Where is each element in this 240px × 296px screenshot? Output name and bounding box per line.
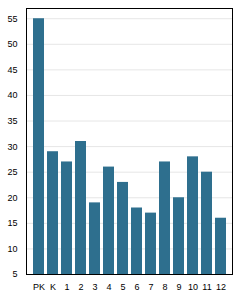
svg-text:7: 7 — [148, 282, 153, 292]
svg-text:PK: PK — [33, 282, 45, 292]
svg-text:35: 35 — [7, 116, 17, 126]
svg-text:50: 50 — [7, 39, 17, 49]
svg-text:15: 15 — [7, 218, 17, 228]
svg-text:30: 30 — [7, 141, 17, 151]
svg-text:8: 8 — [162, 282, 167, 292]
svg-text:45: 45 — [7, 65, 17, 75]
svg-text:K: K — [50, 282, 56, 292]
svg-text:3: 3 — [92, 282, 97, 292]
svg-text:5: 5 — [120, 282, 125, 292]
svg-text:12: 12 — [216, 282, 226, 292]
svg-text:10: 10 — [188, 282, 198, 292]
svg-text:5: 5 — [12, 269, 17, 279]
svg-text:11: 11 — [202, 282, 211, 292]
svg-text:20: 20 — [7, 193, 17, 203]
svg-text:9: 9 — [176, 282, 181, 292]
svg-text:2: 2 — [78, 282, 83, 292]
svg-text:4: 4 — [106, 282, 111, 292]
svg-text:6: 6 — [134, 282, 139, 292]
svg-text:25: 25 — [7, 167, 17, 177]
svg-text:55: 55 — [7, 14, 17, 24]
svg-text:10: 10 — [7, 244, 17, 254]
svg-text:40: 40 — [7, 90, 17, 100]
svg-text:1: 1 — [64, 282, 69, 292]
